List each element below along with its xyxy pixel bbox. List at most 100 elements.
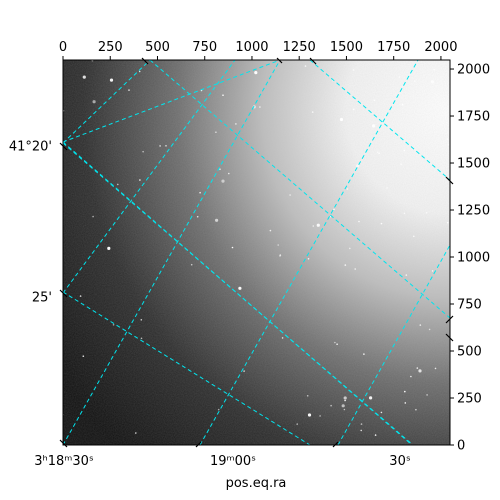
y-tick-label: 1000 <box>457 251 490 266</box>
star <box>349 247 351 250</box>
star <box>352 108 355 111</box>
star <box>159 145 161 147</box>
star <box>92 215 94 218</box>
star <box>378 152 380 154</box>
star <box>403 149 406 152</box>
star <box>117 183 119 186</box>
star <box>319 415 321 417</box>
dec-tick-label: 25' <box>32 291 52 306</box>
world-tick <box>309 57 317 65</box>
star <box>139 179 141 181</box>
star <box>82 75 86 79</box>
grid-line <box>63 142 414 445</box>
star <box>79 295 82 297</box>
world-tick <box>276 57 283 64</box>
dec-tick-label: 41°20' <box>9 140 52 155</box>
star <box>112 324 115 326</box>
star <box>306 395 309 397</box>
x-tick-label: 1250 <box>283 40 316 55</box>
grid-line <box>309 60 450 181</box>
star <box>199 191 201 194</box>
world-tick <box>195 441 202 448</box>
star <box>215 218 219 222</box>
star <box>398 76 401 78</box>
star <box>196 215 199 218</box>
star <box>140 319 143 321</box>
y-tick-label: 250 <box>457 392 482 407</box>
star <box>373 99 376 102</box>
star <box>222 94 224 96</box>
x-axis-label: pos.eq.ra <box>226 476 287 491</box>
star <box>446 138 449 140</box>
star <box>433 68 435 71</box>
ra-tick-label: 3ʰ18ᵐ30ˢ <box>34 454 94 469</box>
star <box>304 65 307 67</box>
star <box>190 263 193 266</box>
star <box>269 229 272 232</box>
star <box>428 328 431 331</box>
star <box>219 168 221 170</box>
x-tick-label: 0 <box>59 40 67 55</box>
star <box>400 163 402 165</box>
grid-line <box>63 141 413 445</box>
star <box>312 225 315 227</box>
y-tick-label: 1750 <box>457 110 490 125</box>
star <box>426 394 428 396</box>
ra-tick-label: 30ˢ <box>389 454 411 469</box>
star <box>360 429 363 432</box>
star <box>135 432 137 434</box>
star <box>334 341 336 344</box>
axis-tick-labels: 0 250 500 750 1000 1250 1500 1750 2000 0 250 500 750… <box>9 40 490 469</box>
grid-line <box>63 60 281 445</box>
star <box>346 188 349 190</box>
star <box>307 413 312 417</box>
star <box>138 70 141 73</box>
coordinate-grid <box>63 60 450 445</box>
star <box>165 145 167 147</box>
star <box>358 220 360 223</box>
grid-line <box>199 60 419 445</box>
sky-image <box>63 60 450 445</box>
star <box>82 355 85 358</box>
star <box>430 80 435 84</box>
y-tick-label: 500 <box>457 345 482 360</box>
star <box>418 369 422 373</box>
star <box>352 69 355 71</box>
star <box>360 423 363 425</box>
star <box>231 246 234 249</box>
x-tick-label: 1000 <box>235 40 268 55</box>
star <box>238 286 242 290</box>
star <box>307 258 310 260</box>
star <box>296 423 299 425</box>
star <box>369 396 373 400</box>
star <box>380 222 383 225</box>
star <box>217 408 220 411</box>
star <box>235 123 237 125</box>
y-tick-label: 1250 <box>457 204 490 219</box>
star <box>401 103 404 106</box>
star <box>434 367 437 370</box>
star <box>336 343 338 346</box>
x-tick-label: 1750 <box>377 40 410 55</box>
star <box>404 390 406 393</box>
star <box>343 396 347 400</box>
plot-frame <box>62 59 451 446</box>
x-tick-label: 2000 <box>424 40 457 55</box>
grid-line <box>149 60 450 319</box>
star <box>221 179 225 183</box>
world-tick <box>445 333 454 342</box>
star <box>254 71 258 75</box>
star <box>107 246 111 250</box>
star <box>386 187 388 189</box>
star <box>142 150 144 153</box>
star <box>425 211 428 214</box>
star <box>341 404 345 408</box>
star <box>404 402 407 404</box>
star <box>333 208 335 211</box>
y-tick-label: 2000 <box>457 63 490 78</box>
star <box>419 324 422 326</box>
star <box>243 370 245 372</box>
star <box>344 264 347 266</box>
star <box>311 111 314 113</box>
